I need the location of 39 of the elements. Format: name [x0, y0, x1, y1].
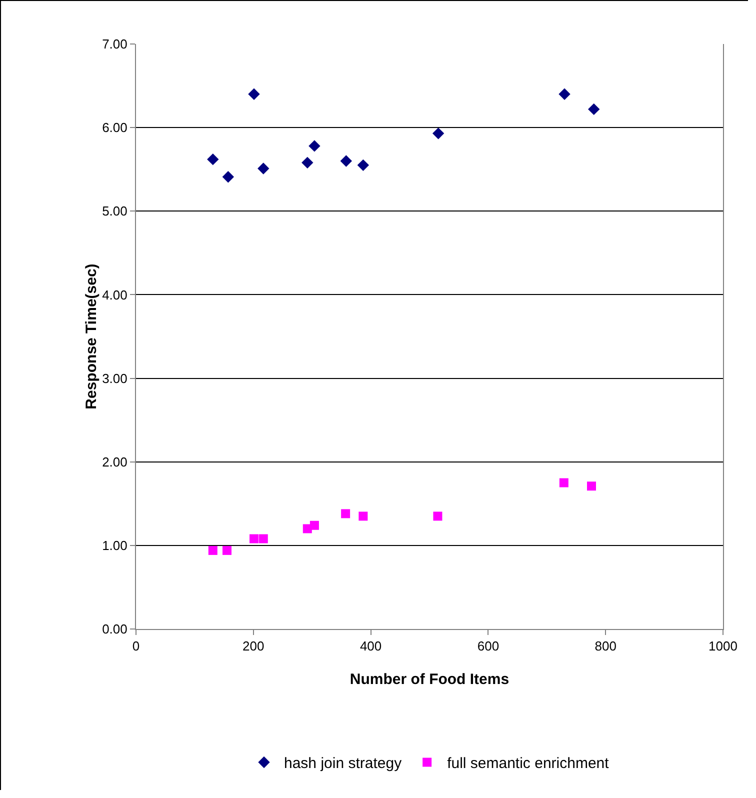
- y-tick-label: 6.00: [102, 120, 128, 136]
- point: [559, 478, 568, 488]
- point: [588, 103, 600, 116]
- y-tick-label: 2.00: [102, 454, 128, 470]
- y-axis-title: Response Time(sec): [83, 264, 100, 410]
- x-axis-title: Number of Food Items: [350, 671, 510, 688]
- point: [249, 534, 258, 544]
- y-tick-label: 5.00: [102, 204, 128, 219]
- y-tick-label: 0.00: [102, 622, 128, 637]
- legend-label: full semantic enrichment: [447, 755, 610, 772]
- x-tick-label: 800: [594, 638, 616, 654]
- y-tick-label: 3.00: [102, 370, 128, 386]
- point: [587, 482, 596, 491]
- point: [432, 128, 444, 140]
- legend-label: hash join strategy: [284, 755, 402, 772]
- point: [248, 88, 260, 100]
- point: [302, 156, 314, 169]
- y-tick-label: 4.00: [102, 287, 128, 302]
- point: [358, 512, 368, 521]
- point: [310, 520, 319, 530]
- point: [222, 171, 234, 183]
- point: [207, 153, 219, 166]
- x-tick-label: 200: [242, 638, 264, 654]
- point: [433, 512, 442, 521]
- point: [340, 155, 352, 167]
- x-tick-label: 0: [132, 638, 140, 654]
- x-tick-label: 400: [360, 638, 382, 654]
- point: [357, 159, 370, 172]
- point: [308, 140, 320, 152]
- y-tick-label: 7.00: [102, 36, 128, 52]
- point: [208, 546, 218, 555]
- point: [258, 534, 268, 544]
- y-tick-label: 1.00: [102, 538, 128, 553]
- point: [222, 546, 232, 555]
- point: [558, 88, 570, 100]
- x-tick-label: 600: [477, 638, 500, 654]
- point: [258, 162, 270, 174]
- x-tick-label: 1000: [708, 638, 738, 654]
- point: [341, 509, 350, 518]
